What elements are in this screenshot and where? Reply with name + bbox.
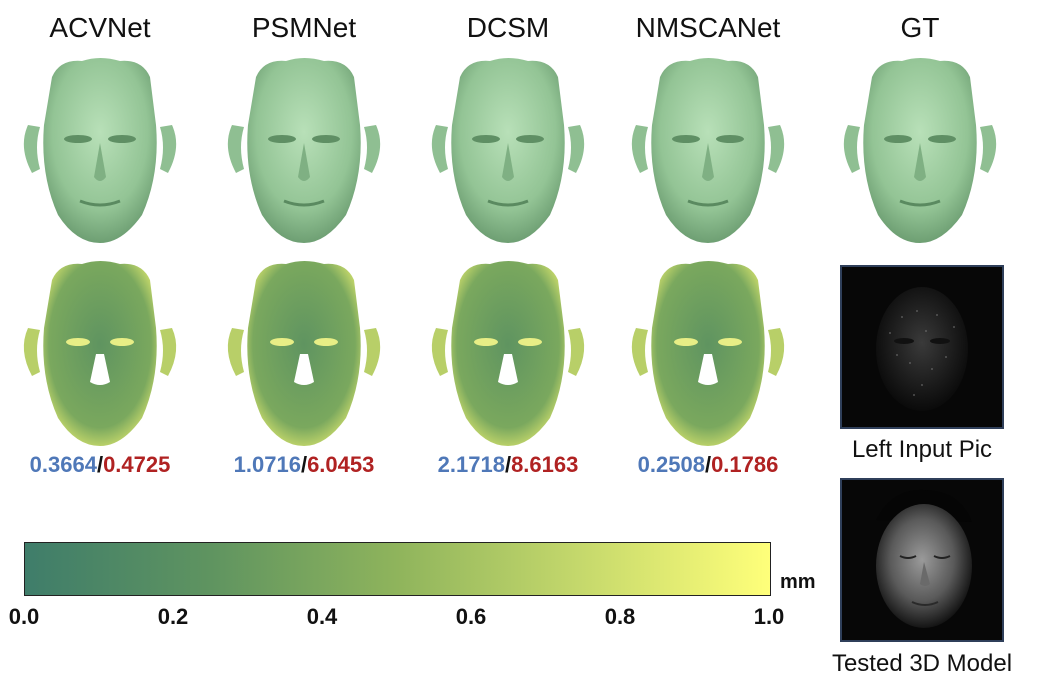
- title-psmnet: PSMNet: [251, 12, 357, 43]
- dcsm-metric-a: 2.1718: [437, 452, 505, 477]
- gt-mesh-image: [830, 55, 1010, 245]
- colorbar-tick: 0.6: [455, 604, 487, 629]
- dcsm-metrics: 2.1718/8.6163: [408, 452, 608, 478]
- psmnet-metrics: 1.0716/6.0453: [204, 452, 404, 478]
- metric-separator: /: [300, 452, 308, 477]
- psmnet-error-map: [214, 258, 394, 448]
- colorbar-tick: 0.8: [604, 604, 636, 629]
- acvnet-error-map: [10, 258, 190, 448]
- title-acvnet: ACVNet: [49, 12, 151, 43]
- dcsm-error-map: [418, 258, 598, 448]
- dcsm-metric-b: 8.6163: [511, 452, 579, 477]
- colorbar-tick: 0.4: [306, 604, 338, 629]
- tested-model-caption: Tested 3D Model: [831, 650, 1013, 677]
- nmscanet-metric-b: 0.1786: [711, 452, 779, 477]
- error-colorbar: [24, 542, 771, 596]
- dcsm-mesh-image: [418, 55, 598, 245]
- nmscanet-metric-a: 0.2508: [637, 452, 705, 477]
- nmscanet-metrics: 0.2508/0.1786: [608, 452, 808, 478]
- colorbar-unit: mm: [780, 571, 816, 593]
- colorbar-tick: 1.0: [753, 604, 785, 629]
- left-input-face-image: [876, 287, 968, 411]
- psmnet-metric-b: 6.0453: [307, 452, 375, 477]
- metric-separator: /: [96, 452, 104, 477]
- nmscanet-error-map: [618, 258, 798, 448]
- psmnet-metric-a: 1.0716: [233, 452, 301, 477]
- acvnet-metric-a: 0.3664: [29, 452, 97, 477]
- metric-separator: /: [704, 452, 712, 477]
- psmnet-mesh-image: [214, 55, 394, 245]
- colorbar-tick: 0.2: [157, 604, 189, 629]
- colorbar-tick: 0.0: [8, 604, 40, 629]
- left-input-pic: [840, 265, 1004, 429]
- acvnet-metric-b: 0.4725: [103, 452, 171, 477]
- title-nmscanet: NMSCANet: [635, 12, 781, 43]
- title-gt: GT: [900, 12, 940, 43]
- tested-model-face-image: [876, 489, 972, 628]
- tested-3d-model-pic: [840, 478, 1004, 642]
- title-dcsm: DCSM: [466, 12, 550, 43]
- acvnet-mesh-image: [10, 55, 190, 245]
- metric-separator: /: [504, 452, 512, 477]
- left-input-caption: Left Input Pic: [851, 436, 993, 463]
- acvnet-metrics: 0.3664/0.4725: [0, 452, 200, 478]
- nmscanet-mesh-image: [618, 55, 798, 245]
